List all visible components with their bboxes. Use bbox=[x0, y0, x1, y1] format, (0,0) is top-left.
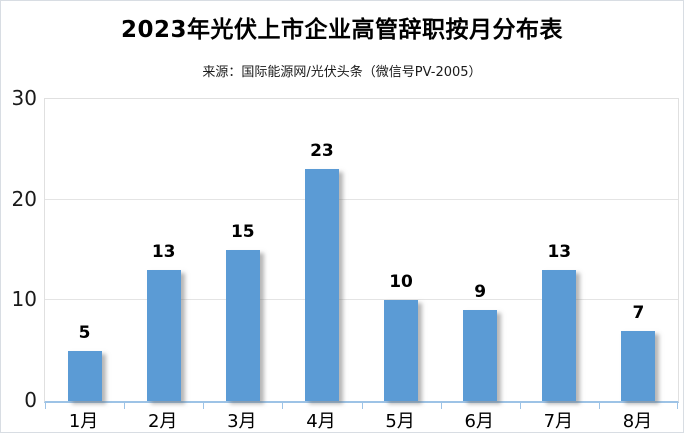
y-axis-label: 30 bbox=[11, 86, 37, 110]
bar-value-label: 10 bbox=[389, 272, 413, 293]
axis-tick bbox=[677, 403, 678, 409]
chart-subtitle: 来源：国际能源网/光伏头条（微信号PV-2005） bbox=[202, 65, 482, 80]
x-axis-label: 4月 bbox=[306, 411, 336, 432]
plot-area: 5 13 15 23 10 9 13 7 bbox=[44, 98, 679, 409]
bar-value-label: 5 bbox=[78, 322, 91, 343]
x-axis-label: 2月 bbox=[147, 411, 178, 432]
axis-tick bbox=[45, 403, 46, 409]
x-axis-label: 3月 bbox=[227, 411, 257, 432]
y-axis-label: 20 bbox=[11, 186, 37, 211]
bar bbox=[542, 270, 577, 401]
bar bbox=[146, 270, 181, 401]
x-axis-label: 6月 bbox=[464, 411, 494, 432]
bar bbox=[463, 310, 498, 401]
bar-value-label: 9 bbox=[474, 282, 487, 303]
y-axis-label: 0 bbox=[24, 388, 37, 412]
bar-value-label: 7 bbox=[632, 302, 645, 323]
gridline bbox=[45, 198, 678, 200]
x-axis-label: 7月 bbox=[543, 411, 574, 432]
x-axis-label: 1月 bbox=[68, 411, 99, 432]
chart-title: 2023年光伏上市企业高管辞职按月分布表 bbox=[120, 17, 563, 43]
axis-tick bbox=[440, 403, 442, 409]
gridline bbox=[45, 299, 678, 301]
bar-value-label: 13 bbox=[151, 242, 176, 263]
axis-tick bbox=[203, 403, 205, 409]
y-axis-label: 10 bbox=[11, 287, 37, 312]
axis-tick bbox=[124, 403, 126, 409]
bar bbox=[225, 250, 260, 401]
bar bbox=[67, 350, 102, 401]
axis-tick bbox=[519, 403, 521, 409]
bar bbox=[384, 300, 419, 401]
axis-tick bbox=[282, 403, 284, 409]
bar bbox=[304, 169, 339, 401]
axis-tick bbox=[598, 403, 600, 409]
bar bbox=[621, 330, 656, 401]
bar-value-label: 15 bbox=[230, 222, 255, 242]
x-axis-label: 5月 bbox=[385, 411, 415, 432]
bar-value-label: 13 bbox=[547, 242, 572, 263]
x-axis-labels: 1月 2月 3月 4月 5月 6月 7月 8月 bbox=[44, 407, 677, 432]
axis-tick bbox=[361, 403, 363, 409]
bar-value-label: 23 bbox=[310, 141, 334, 162]
x-axis-label: 8月 bbox=[622, 411, 653, 432]
